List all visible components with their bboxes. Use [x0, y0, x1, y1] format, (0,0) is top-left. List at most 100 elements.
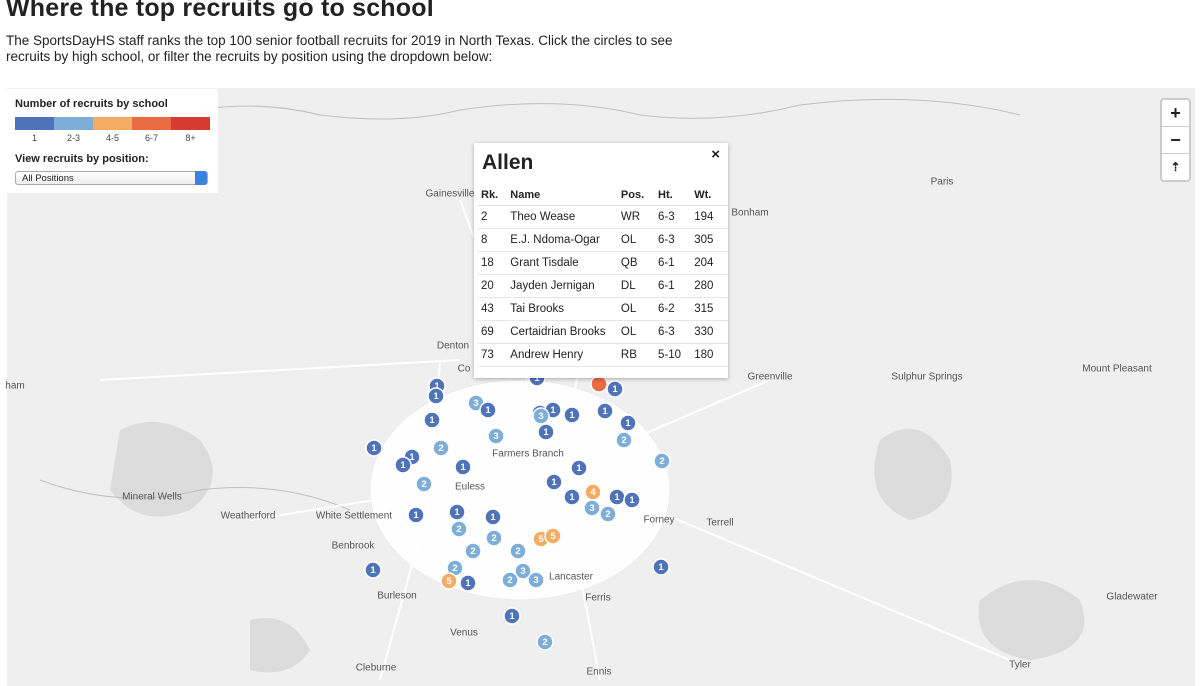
school-marker[interactable]: 5: [544, 527, 562, 545]
marker-circle[interactable]: [427, 387, 445, 405]
school-marker[interactable]: 3: [583, 499, 601, 517]
marker-circle[interactable]: [440, 572, 458, 590]
school-marker[interactable]: 1: [563, 406, 581, 424]
school-marker[interactable]: 1: [407, 506, 425, 524]
marker-circle[interactable]: [532, 407, 550, 425]
school-marker[interactable]: 1: [365, 439, 383, 457]
marker-circle[interactable]: [596, 402, 614, 420]
school-marker[interactable]: 2: [615, 431, 633, 449]
zoom-out[interactable]: −: [1162, 127, 1189, 154]
school-marker[interactable]: 1: [448, 503, 466, 521]
school-marker[interactable]: 1: [423, 411, 441, 429]
school-marker[interactable]: 1: [652, 558, 670, 576]
marker-circle[interactable]: [623, 491, 641, 509]
marker-circle[interactable]: [537, 423, 555, 441]
marker-circle[interactable]: [479, 401, 497, 419]
school-marker[interactable]: 1: [608, 488, 626, 506]
school-marker[interactable]: 2: [509, 542, 527, 560]
marker-circle[interactable]: [423, 411, 441, 429]
marker-circle[interactable]: [415, 475, 433, 493]
marker-circle[interactable]: [652, 558, 670, 576]
marker-count: 2: [605, 509, 610, 520]
school-marker[interactable]: 2: [485, 529, 503, 547]
school-marker[interactable]: 1: [545, 473, 563, 491]
marker-circle[interactable]: [365, 439, 383, 457]
marker-circle[interactable]: [407, 506, 425, 524]
school-marker[interactable]: 2: [464, 542, 482, 560]
marker-circle[interactable]: [583, 499, 601, 517]
close-button[interactable]: ×: [711, 146, 720, 163]
marker-circle[interactable]: [459, 574, 477, 592]
school-marker[interactable]: 1: [619, 414, 637, 432]
marker-count: 2: [456, 524, 461, 535]
school-marker[interactable]: 1: [484, 508, 502, 526]
table-cell: 5-10: [655, 343, 692, 367]
marker-circle[interactable]: [599, 505, 617, 523]
school-marker[interactable]: 3: [527, 571, 545, 589]
marker-circle[interactable]: [509, 542, 527, 560]
school-marker[interactable]: 2: [432, 439, 450, 457]
marker-count: 2: [542, 637, 547, 648]
school-marker[interactable]: 1: [479, 401, 497, 419]
marker-circle[interactable]: [448, 503, 466, 521]
school-marker[interactable]: 3: [487, 427, 505, 445]
school-marker[interactable]: 2: [653, 452, 671, 470]
school-marker[interactable]: 1: [623, 491, 641, 509]
table-cell: Theo Wease: [507, 205, 618, 229]
marker-circle[interactable]: [653, 452, 671, 470]
school-marker[interactable]: 1: [606, 380, 624, 398]
school-marker[interactable]: 3: [532, 407, 550, 425]
school-marker[interactable]: 2: [446, 559, 464, 577]
marker-circle[interactable]: [544, 527, 562, 545]
school-marker[interactable]: 1: [537, 423, 555, 441]
reset-north[interactable]: ⇡: [1170, 160, 1181, 174]
school-marker[interactable]: 2: [599, 505, 617, 523]
school-marker[interactable]: 1: [427, 387, 445, 405]
marker-circle[interactable]: [485, 529, 503, 547]
school-marker[interactable]: 1: [459, 574, 477, 592]
column-header: Wt.: [691, 185, 728, 206]
marker-count: 2: [621, 435, 626, 446]
marker-count: 1: [576, 463, 582, 474]
zoom-in[interactable]: +: [1162, 100, 1189, 127]
marker-circle[interactable]: [615, 431, 633, 449]
school-marker[interactable]: 1: [394, 456, 412, 474]
school-marker[interactable]: 4: [584, 483, 602, 501]
marker-circle[interactable]: [545, 473, 563, 491]
marker-count: 3: [589, 503, 594, 514]
marker-circle[interactable]: [563, 406, 581, 424]
school-marker[interactable]: 2: [450, 520, 468, 538]
school-marker[interactable]: 1: [596, 402, 614, 420]
marker-circle[interactable]: [432, 439, 450, 457]
school-marker[interactable]: 2: [501, 571, 519, 589]
marker-circle[interactable]: [536, 633, 554, 651]
marker-circle[interactable]: [394, 456, 412, 474]
marker-circle[interactable]: [484, 508, 502, 526]
marker-circle[interactable]: [454, 458, 472, 476]
marker-circle[interactable]: [527, 571, 545, 589]
school-marker[interactable]: 1: [563, 488, 581, 506]
marker-circle[interactable]: [501, 571, 519, 589]
marker-circle[interactable]: [606, 380, 624, 398]
marker-circle[interactable]: [503, 607, 521, 625]
marker-circle[interactable]: [563, 488, 581, 506]
marker-circle[interactable]: [464, 542, 482, 560]
school-marker[interactable]: 1: [454, 458, 472, 476]
school-marker[interactable]: 1: [503, 607, 521, 625]
marker-circle[interactable]: [364, 561, 382, 579]
marker-circle[interactable]: [450, 520, 468, 538]
position-dropdown[interactable]: All Positions: [15, 171, 208, 185]
school-marker[interactable]: 1: [570, 459, 588, 477]
recruit-row: 43 Tai Brooks OL 6-2 315: [478, 297, 728, 321]
school-marker[interactable]: 5: [440, 572, 458, 590]
school-marker[interactable]: 3: [514, 562, 532, 580]
marker-circle[interactable]: [514, 562, 532, 580]
school-marker[interactable]: 1: [364, 561, 382, 579]
marker-circle[interactable]: [487, 427, 505, 445]
marker-circle[interactable]: [619, 414, 637, 432]
marker-count: 1: [454, 507, 460, 518]
school-marker[interactable]: 2: [536, 633, 554, 651]
school-marker[interactable]: 2: [415, 475, 433, 493]
column-header: Rk.: [478, 185, 508, 206]
marker-circle[interactable]: [570, 459, 588, 477]
